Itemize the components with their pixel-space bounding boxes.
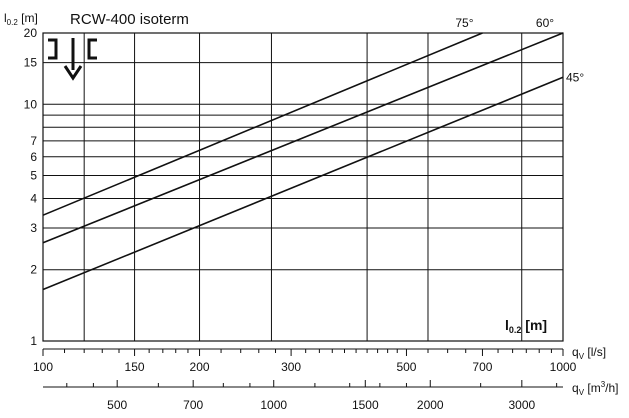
primary-tick-label: 100 bbox=[33, 360, 53, 374]
series-label: 75° bbox=[455, 16, 473, 30]
series-label: 60° bbox=[536, 16, 554, 30]
secondary-tick-label: 1500 bbox=[352, 398, 379, 412]
y-tick-label: 20 bbox=[24, 26, 38, 40]
secondary-tick-label: 2000 bbox=[417, 398, 444, 412]
primary-tick-label: 150 bbox=[125, 360, 145, 374]
plot-border bbox=[42, 32, 564, 342]
series-line bbox=[42, 32, 483, 216]
secondary-x-axis-label: qV [m3/h] bbox=[572, 380, 619, 397]
inner-y-label: l0.2 [m] bbox=[505, 317, 547, 335]
y-tick-label: 4 bbox=[30, 191, 37, 205]
plot-frame bbox=[42, 32, 564, 342]
chart-grid bbox=[43, 33, 563, 341]
primary-x-axis-label: qV [l/s] bbox=[572, 345, 606, 361]
primary-tick-label: 700 bbox=[472, 360, 492, 374]
secondary-x-axis: 500 700 1000 1500 2000 3000 bbox=[43, 380, 563, 412]
primary-tick-label: 1000 bbox=[550, 360, 577, 374]
secondary-tick-label: 1000 bbox=[260, 398, 287, 412]
series-line bbox=[42, 32, 564, 244]
series-line bbox=[42, 76, 564, 291]
secondary-tick-label: 700 bbox=[183, 398, 203, 412]
primary-tick-label: 500 bbox=[396, 360, 416, 374]
y-tick-label: 7 bbox=[30, 134, 37, 148]
y-tick-label: 15 bbox=[24, 56, 38, 70]
secondary-tick-label: 3000 bbox=[508, 398, 535, 412]
y-tick-label: 10 bbox=[24, 97, 38, 111]
secondary-tick-label: 500 bbox=[107, 398, 127, 412]
primary-tick-label: 300 bbox=[281, 360, 301, 374]
y-tick-label: 1 bbox=[30, 334, 37, 348]
primary-tick-label: 200 bbox=[190, 360, 210, 374]
y-tick-label: 3 bbox=[30, 221, 37, 235]
chart-series: 75° 60° 45° bbox=[42, 16, 584, 291]
throw-pattern-icon bbox=[48, 38, 97, 81]
y-tick-labels: 1 2 3 4 5 6 7 10 15 20 bbox=[24, 26, 38, 348]
y-tick-label: 5 bbox=[30, 169, 37, 183]
y-axis-label: l0.2 [m] bbox=[4, 11, 38, 27]
y-tick-label: 2 bbox=[30, 263, 37, 277]
series-label: 45° bbox=[566, 70, 584, 84]
chart-title: RCW-400 isoterm bbox=[70, 11, 189, 28]
primary-x-axis: 100 150 200 300 500 700 1000 bbox=[33, 348, 577, 374]
y-tick-label: 6 bbox=[30, 150, 37, 164]
